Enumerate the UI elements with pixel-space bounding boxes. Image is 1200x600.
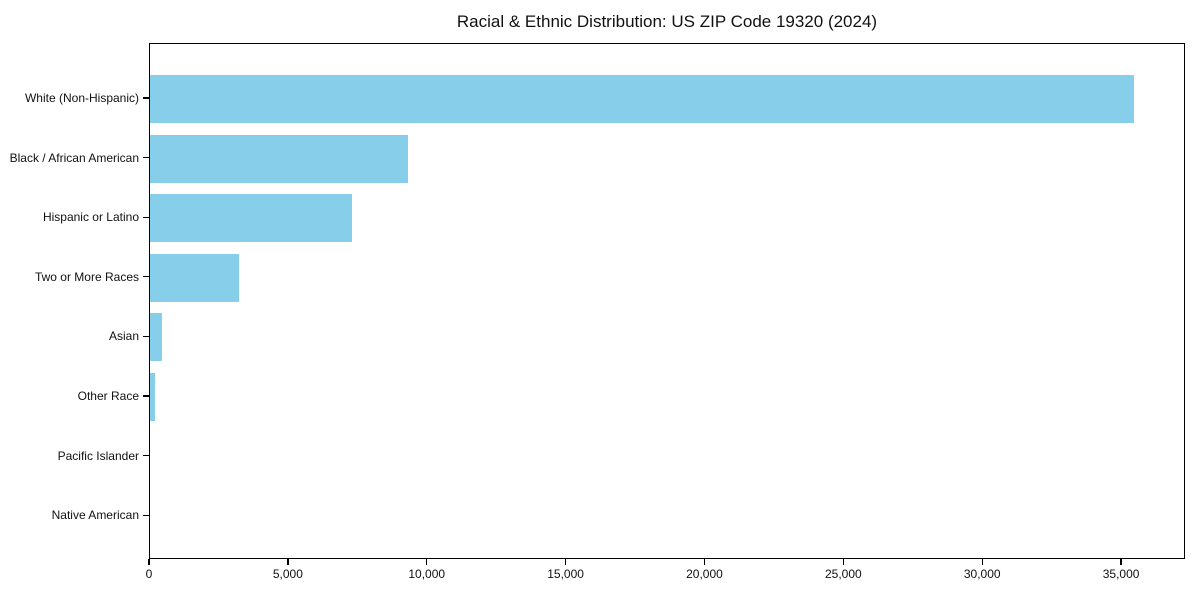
- y-axis-label: Hispanic or Latino: [42, 210, 139, 225]
- bar-other-race: [150, 373, 155, 421]
- y-tick: [143, 335, 149, 338]
- x-axis-tick-label: 30,000: [963, 567, 1001, 581]
- y-axis-label: Two or More Races: [34, 269, 139, 284]
- y-tick: [143, 156, 149, 159]
- y-tick: [143, 276, 149, 278]
- bar-black-african-american: [150, 134, 408, 183]
- x-axis-tick-label: 20,000: [686, 567, 723, 581]
- x-tick: [842, 559, 845, 565]
- x-tick: [426, 559, 428, 565]
- y-axis-label: Other Race: [77, 389, 139, 403]
- plot-area: [149, 43, 1185, 559]
- x-tick: [703, 559, 706, 565]
- chart-title: Racial & Ethnic Distribution: US ZIP Cod…: [456, 12, 878, 31]
- x-tick: [287, 559, 289, 565]
- x-axis-tick-label: 15,000: [547, 567, 584, 581]
- x-axis-tick-label: 35,000: [1102, 567, 1140, 581]
- bar-asian: [150, 313, 163, 362]
- x-tick: [1120, 559, 1122, 565]
- y-tick: [143, 395, 149, 397]
- x-tick: [564, 559, 567, 565]
- x-tick: [981, 559, 983, 565]
- y-tick: [143, 97, 149, 99]
- x-axis-tick-label: 5,000: [272, 567, 303, 581]
- y-tick: [143, 514, 149, 516]
- y-axis-label: Pacific Islander: [57, 448, 139, 463]
- y-axis-label: White (Non-Hispanic): [24, 91, 139, 105]
- x-axis-tick-label: 0: [145, 567, 153, 581]
- x-axis-tick-label: 10,000: [408, 567, 446, 581]
- x-axis-tick-label: 25,000: [825, 567, 862, 581]
- bar-white-non-hispanic: [150, 75, 1135, 123]
- y-tick: [143, 454, 149, 457]
- y-tick: [143, 216, 149, 218]
- x-tick: [148, 559, 150, 565]
- y-axis-label: Black / African American: [9, 150, 139, 165]
- bar-hispanic-or-latino: [150, 194, 353, 243]
- y-axis-label: Asian: [108, 329, 139, 344]
- bar-two-or-more-races: [150, 253, 239, 302]
- y-axis-label: Native American: [51, 508, 139, 523]
